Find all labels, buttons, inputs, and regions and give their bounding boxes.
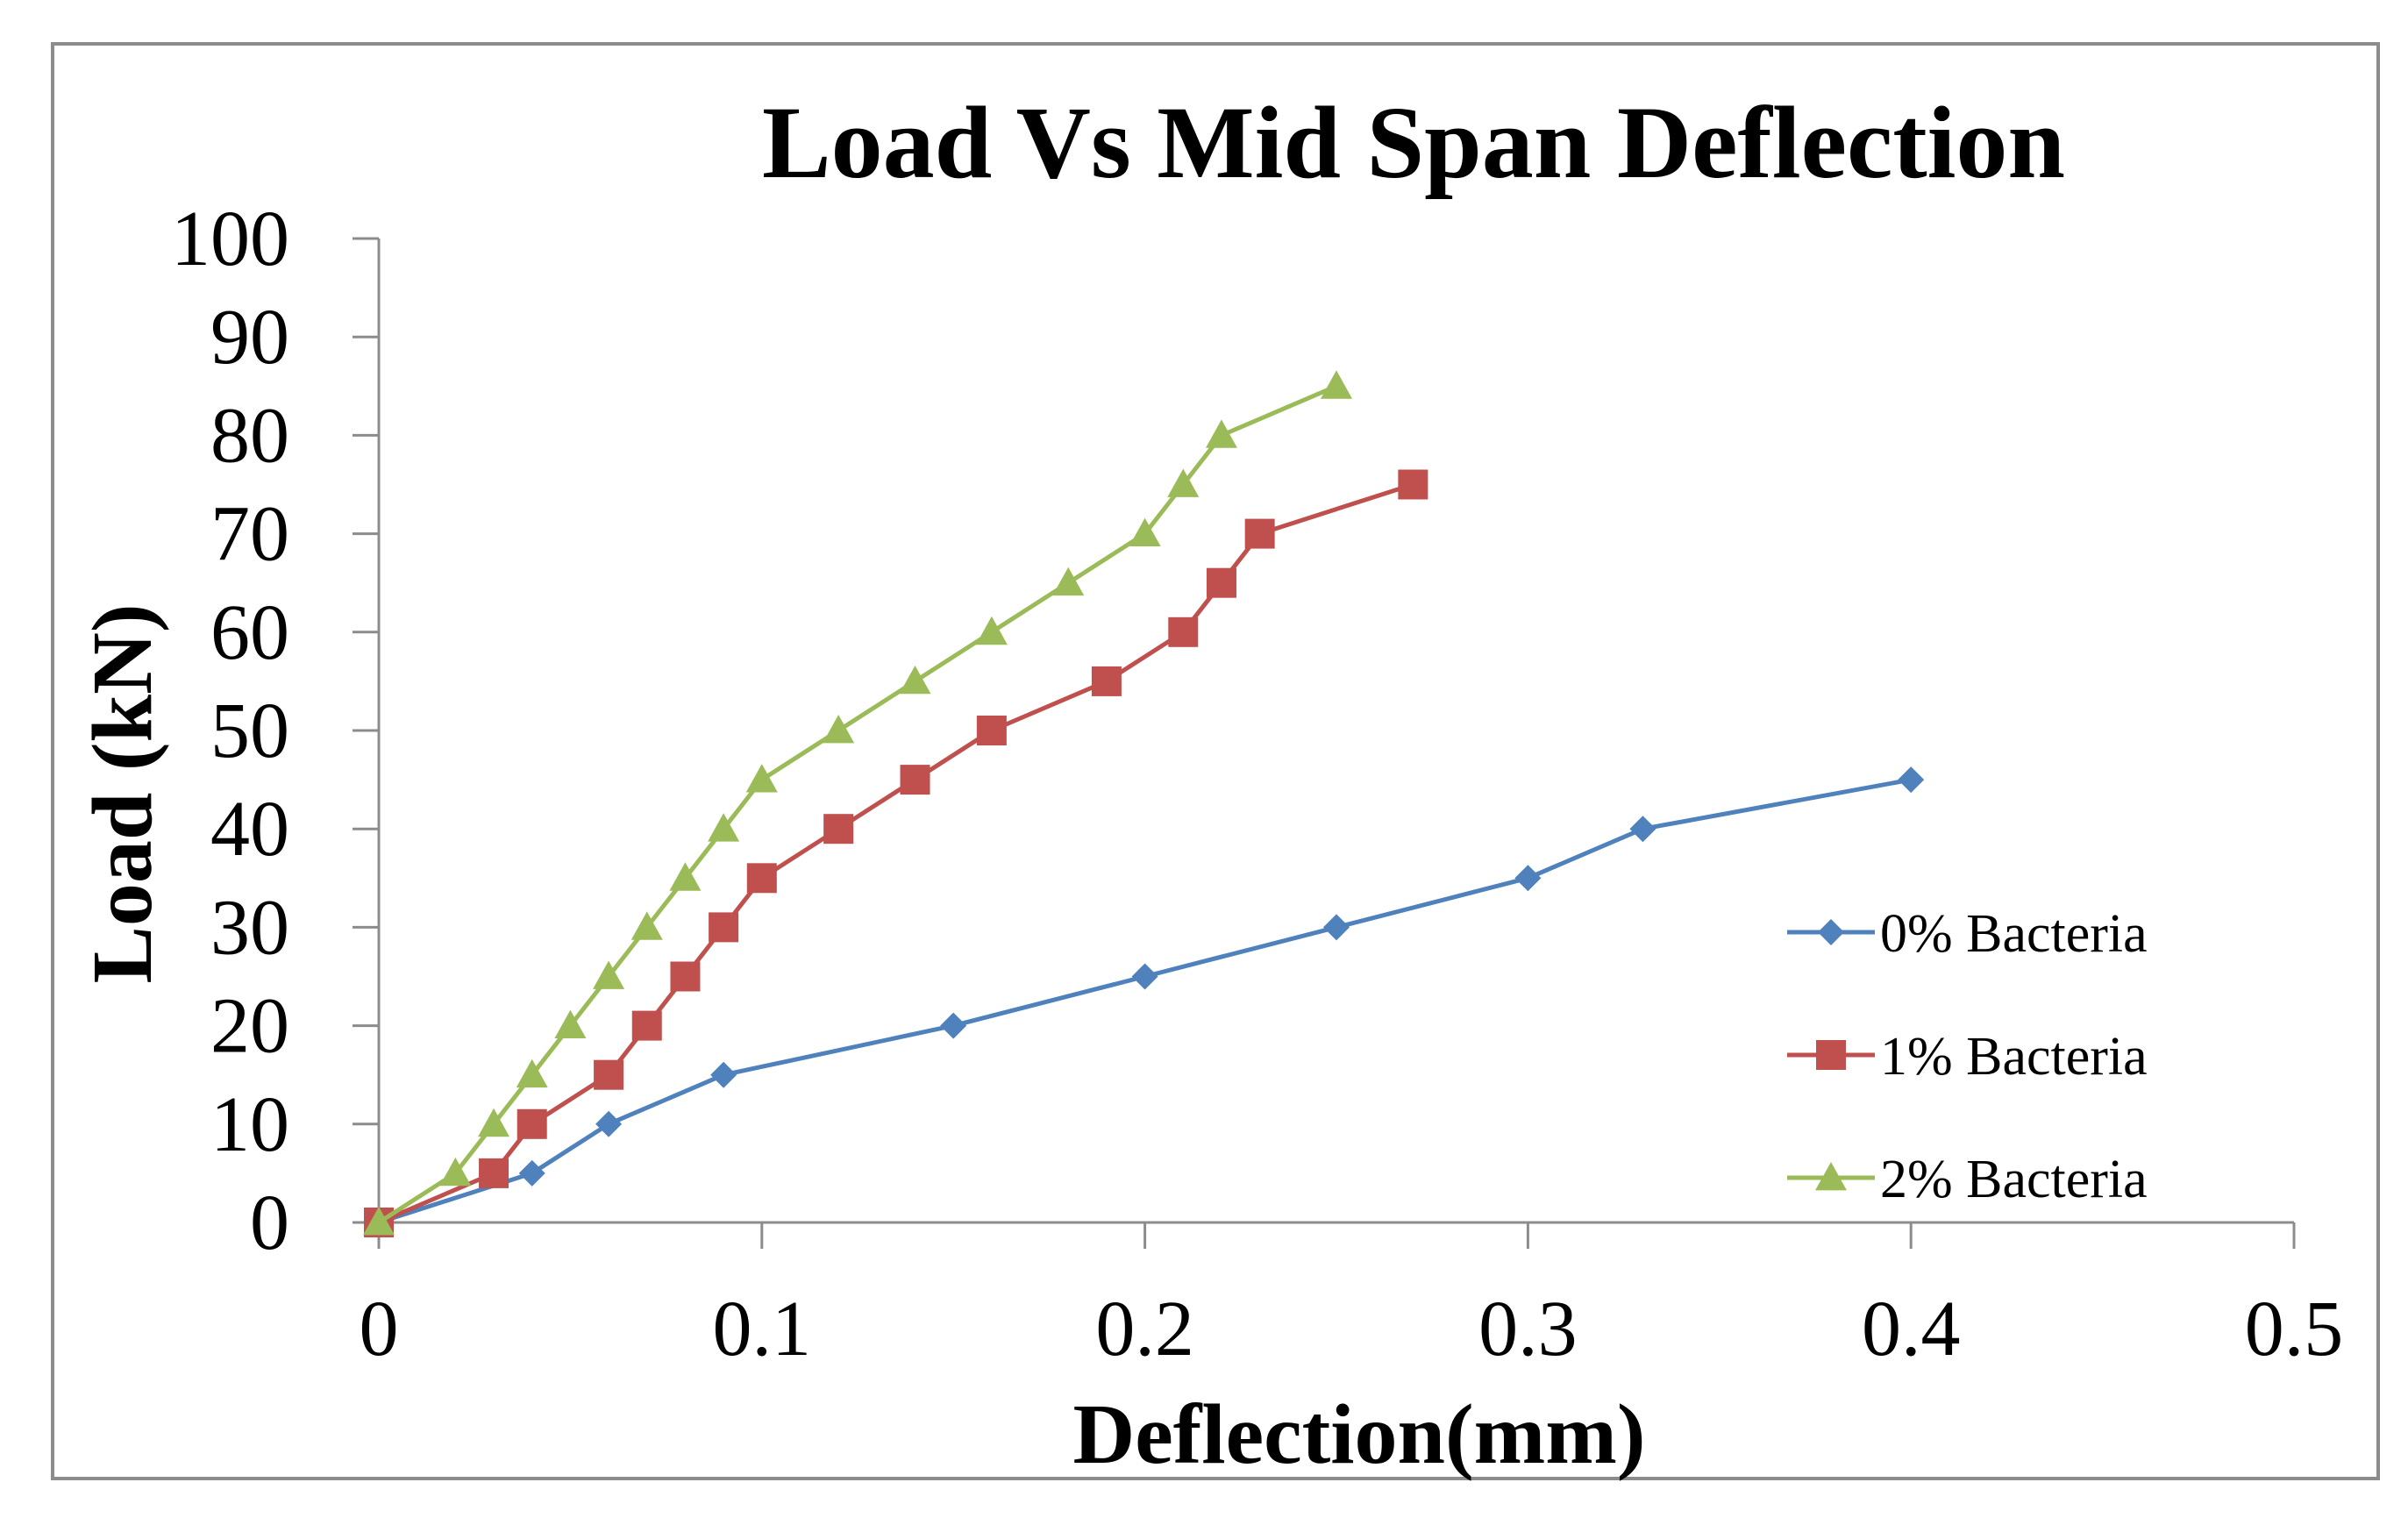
data-point-2-bacteria bbox=[630, 911, 663, 940]
data-point-1-bacteria bbox=[823, 814, 854, 845]
tick-labels: 0 10 20 30 40 50 60 70 80 90 100 0 0.1 0.2 0.3 0.4 0.5 bbox=[171, 196, 2343, 1372]
y-tick-label: 80 bbox=[210, 392, 289, 479]
data-series bbox=[363, 370, 1925, 1237]
series-line-2-bacteria bbox=[377, 384, 1337, 1225]
chart-title: Load Vs Mid Span Deflection bbox=[762, 85, 2065, 200]
data-point-2-bacteria bbox=[516, 1058, 548, 1088]
data-point-2-bacteria bbox=[1167, 468, 1200, 497]
series-1-bacteria bbox=[364, 469, 1428, 1237]
data-point-1-bacteria bbox=[670, 961, 701, 992]
data-point-1-bacteria bbox=[709, 912, 739, 943]
y-tick-label: 100 bbox=[171, 196, 289, 282]
y-tick-label: 50 bbox=[210, 688, 289, 774]
data-point-2-bacteria bbox=[975, 616, 1008, 645]
legend-label-0-bacteria: 0% Bacteria bbox=[1880, 904, 2148, 964]
data-point-0-bacteria bbox=[1898, 766, 1925, 794]
series-0-bacteria bbox=[366, 766, 1925, 1236]
data-point-1-bacteria bbox=[479, 1158, 509, 1188]
legend-label-2-bacteria: 2% Bacteria bbox=[1880, 1150, 2148, 1209]
data-point-0-bacteria bbox=[940, 1012, 967, 1039]
data-point-2-bacteria bbox=[1129, 517, 1161, 546]
x-tick-label: 0.5 bbox=[2245, 1286, 2344, 1372]
data-point-1-bacteria bbox=[1244, 518, 1275, 549]
x-axis-title: Deflection(mm) bbox=[1072, 1387, 1645, 1482]
series-line-1-bacteria bbox=[378, 482, 1414, 1225]
data-point-2-bacteria bbox=[708, 813, 740, 842]
legend-label-1-bacteria: 1% Bacteria bbox=[1880, 1027, 2148, 1087]
data-point-0-bacteria bbox=[1323, 914, 1350, 941]
data-point-2-bacteria bbox=[899, 665, 931, 695]
data-point-1-bacteria bbox=[746, 863, 777, 894]
data-point-legend-2-bacteria bbox=[1815, 1162, 1847, 1191]
y-tick-label: 60 bbox=[210, 589, 289, 676]
x-tick-label: 0 bbox=[360, 1286, 399, 1372]
data-point-0-bacteria bbox=[518, 1159, 545, 1187]
data-point-2-bacteria bbox=[439, 1157, 472, 1187]
axes bbox=[353, 237, 2296, 1249]
data-point-0-bacteria bbox=[1131, 963, 1158, 990]
data-point-legend-1-bacteria bbox=[1816, 1040, 1846, 1070]
data-point-2-bacteria bbox=[363, 1207, 395, 1236]
x-tick-label: 0.2 bbox=[1095, 1286, 1194, 1372]
data-point-2-bacteria bbox=[593, 960, 625, 989]
data-point-2-bacteria bbox=[1321, 370, 1352, 399]
data-point-2-bacteria bbox=[1052, 567, 1085, 596]
chart-frame bbox=[51, 42, 2380, 1480]
y-tick-label: 40 bbox=[210, 786, 289, 873]
x-tick-label: 0.3 bbox=[1478, 1286, 1578, 1372]
data-point-1-bacteria bbox=[976, 716, 1007, 745]
data-point-2-bacteria bbox=[745, 764, 778, 793]
y-tick-label: 30 bbox=[210, 884, 289, 971]
y-tick-label: 70 bbox=[210, 491, 289, 578]
series-2-bacteria bbox=[363, 370, 1352, 1236]
series-line-0-bacteria bbox=[378, 777, 1912, 1225]
legend-item-1-bacteria: 1% Bacteria bbox=[1787, 1027, 2148, 1087]
data-point-0-bacteria bbox=[1629, 816, 1656, 843]
data-point-1-bacteria bbox=[900, 765, 930, 795]
y-axis-title: Load (kN) bbox=[75, 604, 170, 984]
data-point-2-bacteria bbox=[554, 1009, 587, 1038]
data-point-0-bacteria bbox=[1514, 865, 1542, 892]
data-point-2-bacteria bbox=[478, 1108, 510, 1137]
y-tick-label: 20 bbox=[210, 983, 289, 1070]
y-tick-label: 0 bbox=[250, 1179, 289, 1266]
legend-item-2-bacteria: 2% Bacteria bbox=[1787, 1150, 2148, 1209]
legend-item-0-bacteria: 0% Bacteria bbox=[1787, 904, 2148, 964]
data-point-0-bacteria bbox=[710, 1061, 737, 1088]
data-point-1-bacteria bbox=[1398, 469, 1428, 500]
data-point-0-bacteria bbox=[595, 1110, 623, 1137]
y-tick-label: 10 bbox=[210, 1081, 289, 1168]
data-point-1-bacteria bbox=[594, 1059, 624, 1090]
data-point-1-bacteria bbox=[631, 1010, 662, 1041]
data-point-2-bacteria bbox=[669, 862, 702, 891]
x-tick-label: 0.1 bbox=[713, 1286, 812, 1372]
legend: 0% Bacteria 1% Bacteria 2% Bacteria bbox=[1787, 904, 2148, 1209]
data-point-2-bacteria bbox=[1205, 419, 1237, 448]
data-point-1-bacteria bbox=[1091, 666, 1122, 696]
data-point-legend-0-bacteria bbox=[1818, 919, 1844, 945]
y-tick-label: 90 bbox=[210, 294, 289, 381]
data-point-2-bacteria bbox=[823, 715, 855, 744]
data-point-1-bacteria bbox=[1206, 567, 1236, 598]
data-point-1-bacteria bbox=[1168, 616, 1199, 647]
x-tick-label: 0.4 bbox=[1862, 1286, 1961, 1372]
data-point-1-bacteria bbox=[517, 1108, 547, 1139]
